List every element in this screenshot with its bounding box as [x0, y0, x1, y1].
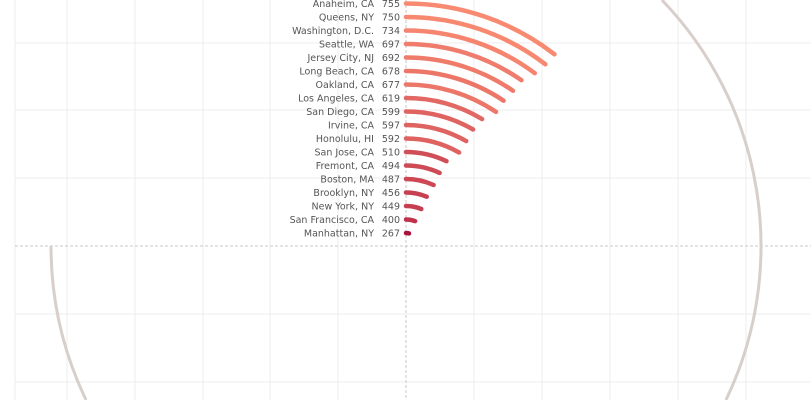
category-label: Honolulu, HI — [316, 134, 374, 145]
category-label: Boston, MA — [320, 175, 374, 186]
radial-bar — [403, 28, 538, 76]
value-label: 697 — [382, 40, 400, 51]
value-label: 592 — [382, 134, 400, 145]
value-label: 734 — [382, 26, 400, 37]
category-label: Washington, D.C. — [292, 26, 374, 37]
value-label: 449 — [382, 202, 400, 213]
value-label: 599 — [382, 107, 400, 118]
category-label: Anaheim, CA — [313, 0, 375, 10]
radial-bar — [403, 176, 436, 188]
radial-bar — [403, 122, 469, 144]
radial-bar — [403, 95, 485, 122]
value-label: 750 — [382, 13, 400, 24]
radial-bar — [403, 203, 424, 212]
value-label: 487 — [382, 175, 400, 186]
outer-ring-left — [49, 245, 88, 400]
category-label: Queens, NY — [319, 13, 374, 24]
radial-bar — [403, 190, 429, 199]
category-label: San Jose, CA — [315, 148, 375, 159]
category-label: San Francisco, CA — [290, 215, 375, 226]
value-label: 677 — [382, 80, 400, 91]
radial-bar — [403, 217, 418, 224]
value-label: 678 — [382, 67, 400, 78]
value-label: 597 — [382, 121, 400, 132]
radial-bar — [403, 14, 548, 67]
category-label: Manhattan, NY — [304, 229, 374, 240]
category-label: Seattle, WA — [319, 40, 375, 51]
value-label: 494 — [382, 161, 400, 172]
value-label: 400 — [382, 215, 400, 226]
value-label: 619 — [382, 94, 400, 105]
value-label: 755 — [382, 0, 400, 10]
category-label: Long Beach, CA — [299, 67, 374, 78]
category-label: Brooklyn, NY — [313, 188, 374, 199]
radial-bar — [403, 55, 516, 94]
value-label: 692 — [382, 53, 400, 64]
radial-bar — [403, 41, 524, 83]
category-label: Fremont, CA — [316, 161, 375, 172]
category-label: New York, NY — [312, 202, 375, 213]
value-label: 267 — [382, 229, 400, 240]
radial-bar — [403, 163, 442, 176]
radial-bar — [403, 1, 557, 57]
radial-bar — [403, 136, 462, 155]
radial-bar — [403, 82, 499, 115]
value-label: 510 — [382, 148, 400, 159]
category-label: Irvine, CA — [328, 121, 375, 132]
radial-bar — [403, 109, 476, 132]
category-label: Jersey City, NJ — [306, 53, 374, 64]
outer-ring-right — [660, 0, 763, 400]
value-label: 456 — [382, 188, 400, 199]
radial-bar — [403, 68, 506, 103]
category-label: Oakland, CA — [316, 80, 375, 91]
category-label: Los Angeles, CA — [298, 94, 374, 105]
category-label: San Diego, CA — [306, 107, 374, 118]
radial-bar — [403, 149, 449, 164]
